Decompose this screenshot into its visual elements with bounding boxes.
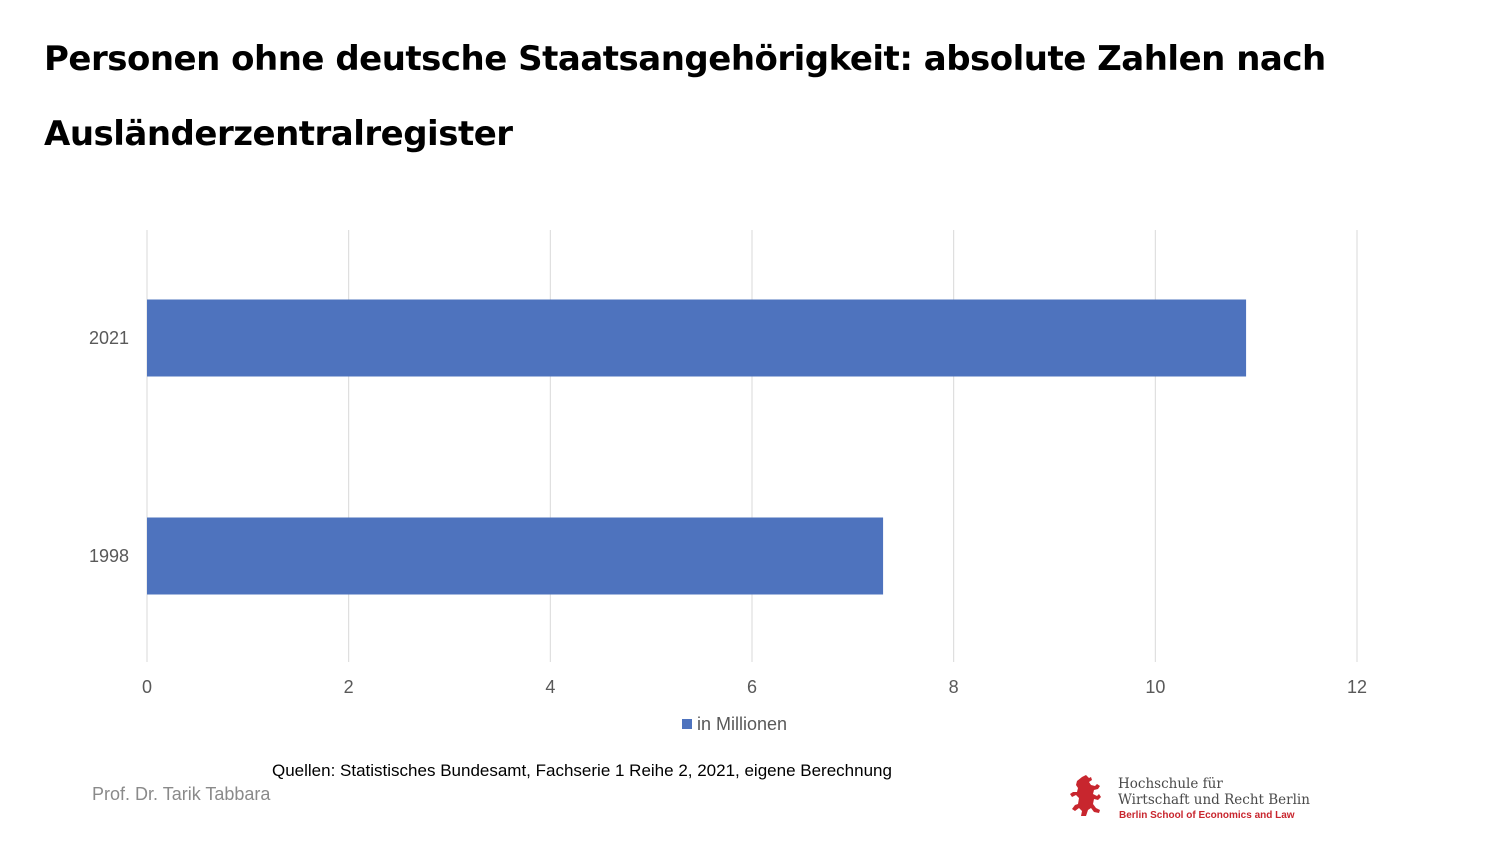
gridlines	[146, 230, 1358, 662]
author-name: Prof. Dr. Tarik Tabbara	[92, 784, 271, 804]
university-logo: Hochschule für Wirtschaft und Recht Berl…	[1068, 774, 1310, 826]
bar-2021	[147, 299, 1247, 377]
slide-title: Personen ohne deutsche Staatsangehörigke…	[44, 39, 1326, 154]
logo-text-line2: Wirtschaft und Recht Berlin	[1118, 792, 1310, 808]
source-note: Quellen: Statistisches Bundesamt, Fachse…	[272, 761, 892, 780]
x-tick-label: 8	[949, 677, 959, 697]
bars	[147, 299, 1247, 595]
x-axis-ticks: 0 2 4 6 8 10 12	[142, 677, 1367, 697]
legend: in Millionen	[682, 712, 787, 736]
y-category-label: 1998	[89, 546, 129, 566]
x-tick-label: 10	[1145, 677, 1165, 697]
x-tick-label: 0	[142, 677, 152, 697]
berlin-bear-icon	[1070, 775, 1101, 816]
legend-label: in Millionen	[697, 713, 788, 734]
x-tick-label: 4	[545, 677, 555, 697]
x-tick-label: 2	[344, 677, 354, 697]
y-category-label: 2021	[89, 328, 129, 348]
logo-text-line3: Berlin School of Economics and Law	[1119, 810, 1295, 821]
legend-swatch	[682, 719, 692, 729]
bar-1998	[147, 517, 884, 595]
y-axis-categories: 2021 1998	[89, 328, 129, 566]
x-tick-label: 6	[747, 677, 757, 697]
logo-text-line1: Hochschule für	[1118, 776, 1223, 792]
x-tick-label: 12	[1347, 677, 1367, 697]
